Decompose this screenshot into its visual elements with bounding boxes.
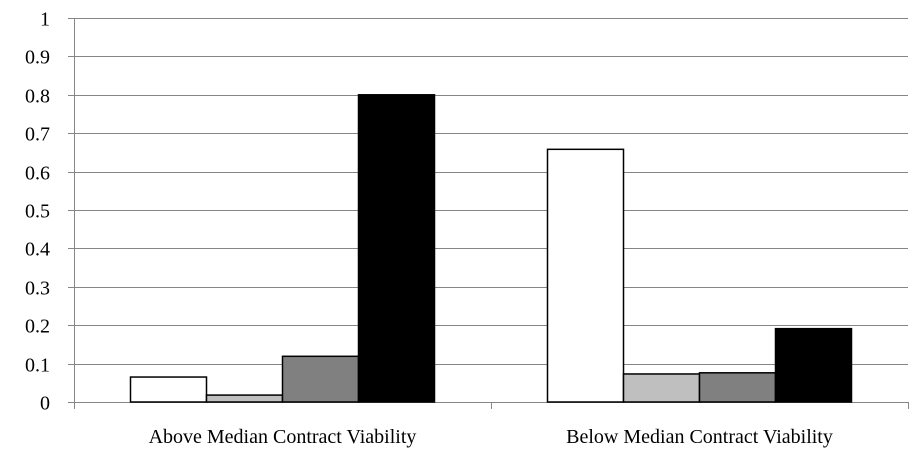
bar (281, 355, 360, 403)
y-tick-label: 0 (40, 393, 50, 415)
bar (129, 376, 208, 403)
y-tick-label: 0.6 (25, 163, 50, 185)
bar (698, 372, 777, 403)
bar (774, 327, 853, 403)
category-label: Above Median Contract Viability (149, 426, 417, 448)
category-label: Below Median Contract Viability (566, 426, 833, 448)
y-tick-label: 0.9 (25, 47, 50, 69)
bar (205, 394, 284, 403)
y-tick-label: 0.3 (25, 278, 50, 300)
gridlines (74, 18, 908, 365)
y-tick-label: 0.7 (25, 124, 50, 146)
y-tick-label: 0.4 (25, 239, 50, 261)
y-tick-label: 0.1 (25, 355, 50, 377)
bar (622, 373, 701, 403)
bars (129, 94, 853, 403)
bar (357, 94, 436, 403)
y-tick-label: 0.8 (25, 86, 50, 108)
bar (546, 148, 625, 403)
y-tick-label: 1 (40, 9, 50, 31)
y-tick-label: 0.5 (25, 201, 50, 223)
y-tick-label: 0.2 (25, 316, 50, 338)
category-labels: Above Median Contract Viability Below Med… (149, 426, 833, 448)
y-tick-labels: 0 0.1 0.2 0.3 0.4 0.5 0.6 0.7 0.8 0.9 1 (25, 9, 50, 415)
